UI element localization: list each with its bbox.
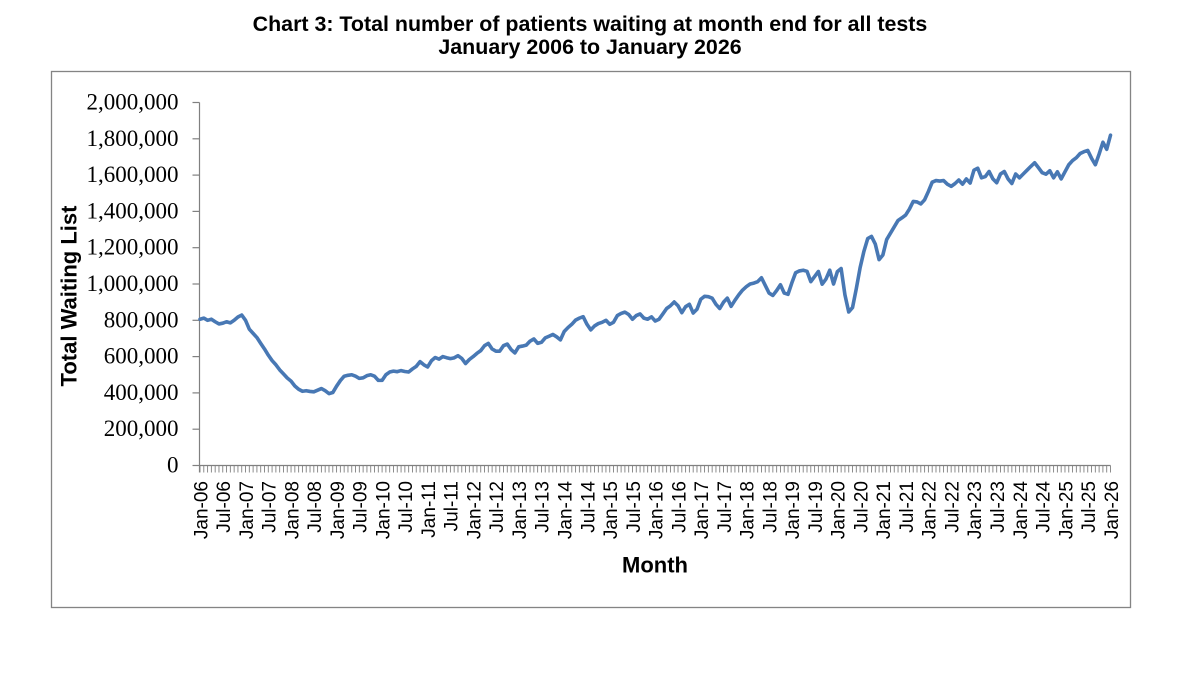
- svg-text:Jul-25: Jul-25: [1079, 481, 1100, 533]
- svg-text:Jul-11: Jul-11: [442, 481, 463, 531]
- svg-text:Jul-14: Jul-14: [578, 481, 599, 533]
- svg-text:200,000: 200,000: [104, 416, 179, 441]
- svg-text:Jul-24: Jul-24: [1034, 481, 1055, 533]
- svg-text:600,000: 600,000: [104, 344, 179, 369]
- svg-text:Jul-19: Jul-19: [806, 481, 827, 533]
- svg-text:1,000,000: 1,000,000: [87, 271, 179, 296]
- svg-text:Chart 3: Total number of patie: Chart 3: Total number of patients waitin…: [253, 12, 928, 36]
- svg-text:Jan-14: Jan-14: [556, 481, 577, 540]
- svg-text:1,400,000: 1,400,000: [87, 198, 179, 223]
- svg-text:400,000: 400,000: [104, 380, 179, 405]
- svg-text:Jul-06: Jul-06: [214, 481, 235, 533]
- svg-text:1,200,000: 1,200,000: [87, 235, 179, 260]
- svg-text:Jan-12: Jan-12: [464, 481, 485, 539]
- svg-text:Jan-16: Jan-16: [647, 481, 668, 539]
- svg-text:Jan-24: Jan-24: [1011, 481, 1032, 540]
- svg-text:Jul-09: Jul-09: [351, 481, 372, 533]
- svg-text:Month: Month: [622, 553, 688, 578]
- svg-text:800,000: 800,000: [104, 307, 179, 332]
- svg-text:Jan-06: Jan-06: [191, 481, 212, 539]
- svg-text:Jan-07: Jan-07: [237, 481, 258, 539]
- svg-text:Jul-08: Jul-08: [305, 481, 326, 533]
- svg-text:Jul-13: Jul-13: [533, 481, 554, 533]
- svg-text:Jan-21: Jan-21: [874, 481, 895, 539]
- svg-text:Jan-18: Jan-18: [738, 481, 759, 539]
- svg-text:Jan-19: Jan-19: [783, 481, 804, 539]
- svg-text:2,000,000: 2,000,000: [87, 90, 179, 115]
- svg-text:Jul-07: Jul-07: [260, 481, 281, 533]
- svg-text:Jan-26: Jan-26: [1102, 481, 1123, 539]
- svg-text:Jan-08: Jan-08: [282, 481, 303, 539]
- svg-text:Jan-17: Jan-17: [692, 481, 713, 539]
- svg-text:1,600,000: 1,600,000: [87, 162, 179, 187]
- svg-text:1,800,000: 1,800,000: [87, 126, 179, 151]
- svg-text:Jan-09: Jan-09: [328, 481, 349, 539]
- svg-text:Jan-22: Jan-22: [920, 481, 941, 539]
- svg-text:Jul-17: Jul-17: [715, 481, 736, 533]
- svg-text:Jul-16: Jul-16: [669, 481, 690, 533]
- svg-text:Jan-13: Jan-13: [510, 481, 531, 539]
- svg-text:January 2006 to January 2026: January 2006 to January 2026: [438, 35, 741, 59]
- svg-text:Jul-12: Jul-12: [487, 481, 508, 533]
- svg-text:Jan-10: Jan-10: [373, 481, 394, 539]
- svg-text:Jul-10: Jul-10: [396, 481, 417, 533]
- svg-text:Jan-11: Jan-11: [419, 481, 440, 538]
- svg-text:Jan-23: Jan-23: [965, 481, 986, 539]
- svg-text:Jul-21: Jul-21: [897, 481, 918, 533]
- svg-text:Jan-20: Jan-20: [829, 481, 850, 539]
- svg-text:Jan-25: Jan-25: [1056, 481, 1077, 539]
- svg-text:Jul-20: Jul-20: [851, 481, 872, 533]
- svg-text:Jul-15: Jul-15: [624, 481, 645, 533]
- svg-text:Jan-15: Jan-15: [601, 481, 622, 539]
- svg-text:Jul-18: Jul-18: [760, 481, 781, 533]
- svg-text:Jul-22: Jul-22: [942, 481, 963, 533]
- svg-text:0: 0: [167, 453, 179, 478]
- svg-text:Jul-23: Jul-23: [988, 481, 1009, 533]
- svg-text:Total Waiting List: Total Waiting List: [57, 205, 82, 387]
